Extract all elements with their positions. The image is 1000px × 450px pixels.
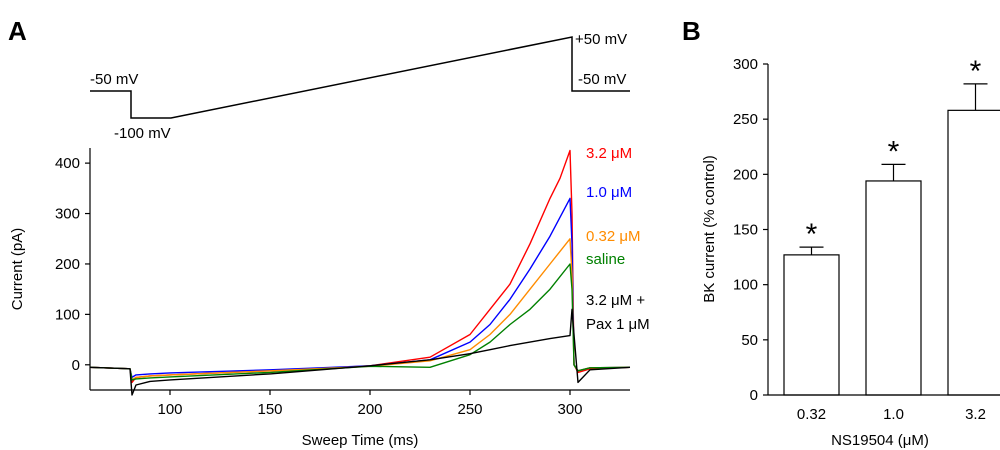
voltage-protocol: -50 mV -100 mV +50 mV -50 mV [90,31,630,142]
y-tick-label: 300 [55,206,80,223]
x-tick-label: 200 [357,401,382,418]
bar-1.0 [865,180,922,396]
y-tick-label: 0 [72,357,80,374]
y-ticks: 0 50 100 150 200 250 300 [733,56,768,404]
legend: 3.2 μM 1.0 μM 0.32 μM saline 3.2 μM + Pax 1 μ… [586,145,650,333]
legend-entry: Pax 1 μM [586,316,650,333]
significance-star: * [806,218,818,251]
x-tick-labels: 0.32 1.0 3.2 [797,406,986,423]
trace-group [89,149,631,396]
trace-line-1 [89,197,631,379]
x-tick-label: 0.32 [797,406,826,423]
protocol-step-label: -100 mV [114,125,171,142]
significance-star: * [970,55,982,88]
legend-entry: saline [586,251,625,268]
x-tick-label: 300 [557,401,582,418]
y-tick-label: 300 [733,56,758,73]
bar-3.2 [947,109,1000,396]
y-tick-label: 0 [750,387,758,404]
significance-star: * [888,135,900,168]
x-axis-label: Sweep Time (ms) [302,432,419,449]
x-axis-label: NS19504 (μM) [831,432,929,449]
y-ticks: 0 100 200 300 400 [55,155,90,374]
y-tick-label: 100 [733,277,758,294]
x-tick-label: 100 [157,401,182,418]
x-ticks: 100 150 200 250 300 [157,390,583,418]
y-tick-label: 200 [55,256,80,273]
bk-current-bar-chart: * * * 0 50 100 150 200 250 300 0.32 1.0 3.2 NS1950… [701,55,1000,449]
legend-entry: 3.2 μM + [586,292,645,309]
bar-0.32 [783,254,840,396]
x-tick-label: 250 [457,401,482,418]
legend-entry: 3.2 μM [586,145,632,162]
y-tick-label: 250 [733,111,758,128]
protocol-hold-end-label: -50 mV [578,71,626,88]
y-axis-label: Current (pA) [9,228,26,311]
trace-line-3 [89,263,631,381]
y-tick-label: 100 [55,306,80,323]
trace-line-0 [89,149,631,384]
trace-line-4 [89,308,631,396]
current-traces-chart: 100 150 200 250 300 0 100 200 300 400 Sweep Time… [9,145,650,449]
panel-b-label: B [682,16,701,46]
legend-entry: 0.32 μM [586,228,641,245]
protocol-trace [90,36,630,119]
bar-group: * * * [783,55,1000,396]
x-tick-label: 3.2 [965,406,986,423]
panel-a-label: A [8,16,27,46]
x-tick-label: 150 [257,401,282,418]
protocol-hold-start-label: -50 mV [90,71,138,88]
y-tick-label: 50 [741,332,758,349]
x-tick-label: 1.0 [883,406,904,423]
y-tick-label: 150 [733,222,758,239]
y-tick-label: 400 [55,155,80,172]
y-tick-label: 200 [733,166,758,183]
protocol-peak-label: +50 mV [575,31,627,48]
legend-entry: 1.0 μM [586,184,632,201]
trace-line-2 [89,238,631,381]
y-axis-label: BK current (% control) [701,155,718,303]
